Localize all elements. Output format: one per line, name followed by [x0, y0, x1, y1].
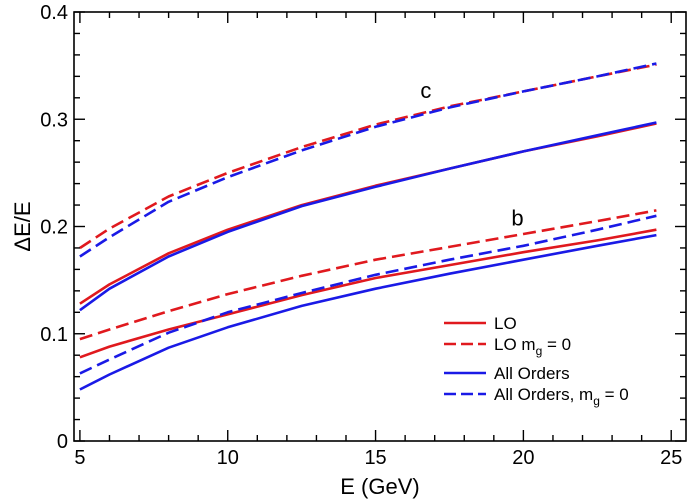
- y-tick-label: 0.4: [40, 2, 68, 24]
- legend-label-all-orders-mg0: All Orders, mg = 0: [494, 385, 629, 408]
- x-tick-label: 15: [364, 447, 386, 469]
- legend-label-lo: LO: [494, 314, 517, 333]
- series-layer: [79, 62, 657, 391]
- y-tick-label: 0.1: [40, 324, 68, 346]
- series-line-lo-b: [79, 228, 657, 359]
- y-tick-label: 0: [57, 431, 68, 453]
- annotation-c: c: [420, 78, 431, 103]
- legend-label-lo-mg0: LO mg = 0: [494, 335, 571, 358]
- x-tick-label: 25: [660, 447, 682, 469]
- y-axis-title: ΔE/E: [10, 201, 35, 251]
- legend: LO LO mg = 0 All Orders All Orders, mg =…: [444, 314, 629, 408]
- series-line-all-orders-m-g-0-c: [79, 62, 657, 258]
- annotation-layer: c b: [420, 78, 523, 231]
- x-tick-label: 10: [217, 447, 239, 469]
- annotation-b: b: [511, 205, 523, 230]
- series-line-all-orders-b: [79, 233, 657, 391]
- series-line-lo-m-g-0-c: [79, 63, 657, 250]
- x-tick-label: 5: [74, 447, 85, 469]
- label-layer: E (GeV) ΔE/E: [10, 201, 420, 499]
- y-tick-label: 0.2: [40, 217, 68, 239]
- x-axis-title: E (GeV): [340, 474, 419, 499]
- tick-layer: 5 10 15 20 25 0 0.1 0.2 0.3 0.4: [40, 2, 686, 469]
- y-tick-label: 0.3: [40, 109, 68, 131]
- x-tick-label: 20: [512, 447, 534, 469]
- series-line-all-orders-c: [79, 121, 657, 312]
- series-line-all-orders-m-g-0-b: [79, 214, 657, 375]
- series-line-lo-m-g-0-b: [79, 209, 657, 341]
- legend-label-all-orders: All Orders: [494, 364, 570, 383]
